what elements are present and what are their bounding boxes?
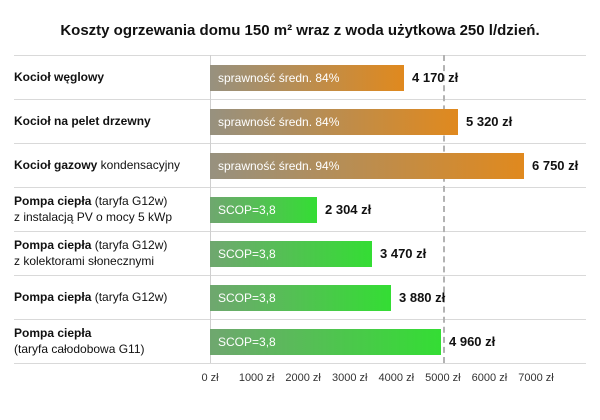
x-axis: 0 zł 1000 zł 2000 zł 3000 zł 4000 zł 5000 zł 6… <box>201 364 586 390</box>
x-tick-label: 3000 zł <box>331 372 368 384</box>
row-plot: SCOP=3,8 2 304 zł <box>210 188 586 231</box>
bar-label: sprawność średn. 94% <box>218 158 340 173</box>
rows: Kocioł węglowy sprawność średn. 84% 4 17… <box>14 55 586 364</box>
bar-value: 4 170 zł <box>412 70 459 85</box>
chart-row: Kocioł na pelet drzewny sprawność średn.… <box>14 99 586 143</box>
bar: SCOP=3,8 <box>210 284 391 311</box>
x-tick-label: 6000 zł <box>471 372 508 384</box>
bar: SCOP=3,8 <box>210 196 317 223</box>
row-label: Pompa ciepła (taryfa G12w) <box>14 289 168 304</box>
bar-value: 5 320 zł <box>466 114 513 129</box>
bar-chart: Kocioł węglowy sprawność średn. 84% 4 17… <box>14 55 586 390</box>
x-tick-label: 1000 zł <box>238 372 275 384</box>
chart-row: Kocioł gazowy kondensacyjny sprawność śr… <box>14 143 586 187</box>
bar-label: SCOP=3,8 <box>218 202 276 217</box>
x-tick-label: 4000 zł <box>378 372 415 384</box>
reference-line <box>442 55 445 363</box>
bar-value: 6 750 zł <box>532 158 579 173</box>
row-plot: SCOP=3,8 3 470 zł <box>210 232 586 275</box>
row-label: Kocioł gazowy kondensacyjny <box>14 157 181 172</box>
chart-title: Koszty ogrzewania domu 150 m² wraz z wod… <box>60 22 540 39</box>
bar-value: 4 960 zł <box>449 334 496 349</box>
chart-row: Pompa ciepła (taryfa G12w) z instalacją P… <box>14 187 586 231</box>
x-tick-label: 2000 zł <box>285 372 321 384</box>
row-label: Pompa ciepła (taryfa G12w) z kolektorami … <box>14 237 168 268</box>
row-plot: SCOP=3,8 4 960 zł <box>210 320 586 363</box>
bar-label: SCOP=3,8 <box>218 246 276 261</box>
bar-value: 3 880 zł <box>399 290 446 305</box>
chart-row: Pompa ciepła (taryfa całodobowa G11) SCOP… <box>14 319 586 363</box>
bar: SCOP=3,8 <box>210 328 441 355</box>
bar: SCOP=3,8 <box>210 240 372 267</box>
bar-value: 3 470 zł <box>380 246 427 261</box>
row-plot: sprawność średn. 94% 6 750 zł <box>210 144 586 187</box>
bar-label: SCOP=3,8 <box>218 290 276 305</box>
x-tick-label: 0 zł <box>201 372 219 384</box>
bar: sprawność średn. 94% <box>210 152 524 179</box>
chart-row: Kocioł węglowy sprawność średn. 84% 4 17… <box>14 55 586 99</box>
bar-value: 2 304 zł <box>325 202 372 217</box>
chart-row: Pompa ciepła (taryfa G12w) z kolektorami … <box>14 231 586 275</box>
row-label: Pompa ciepła (taryfa G12w) z instalacją P… <box>14 193 173 224</box>
chart-row: Pompa ciepła (taryfa G12w) SCOP=3,8 3 88… <box>14 275 586 319</box>
row-label: Pompa ciepła (taryfa całodobowa G11) <box>14 325 145 356</box>
x-tick-label: 5000 zł <box>425 372 461 384</box>
row-label: Kocioł węglowy <box>14 69 105 84</box>
bar-label: SCOP=3,8 <box>218 334 276 349</box>
row-plot: sprawność średn. 84% 4 170 zł <box>210 56 586 99</box>
row-plot: sprawność średn. 84% 5 320 zł <box>210 100 586 143</box>
bar: sprawność średn. 84% <box>210 64 404 91</box>
row-label: Kocioł na pelet drzewny <box>14 113 151 128</box>
x-tick-label: 7000 zł <box>518 372 554 384</box>
bar: sprawność średn. 84% <box>210 108 458 135</box>
row-plot: SCOP=3,8 3 880 zł <box>210 276 586 319</box>
bar-label: sprawność średn. 84% <box>218 70 340 85</box>
bar-label: sprawność średn. 84% <box>218 114 340 129</box>
